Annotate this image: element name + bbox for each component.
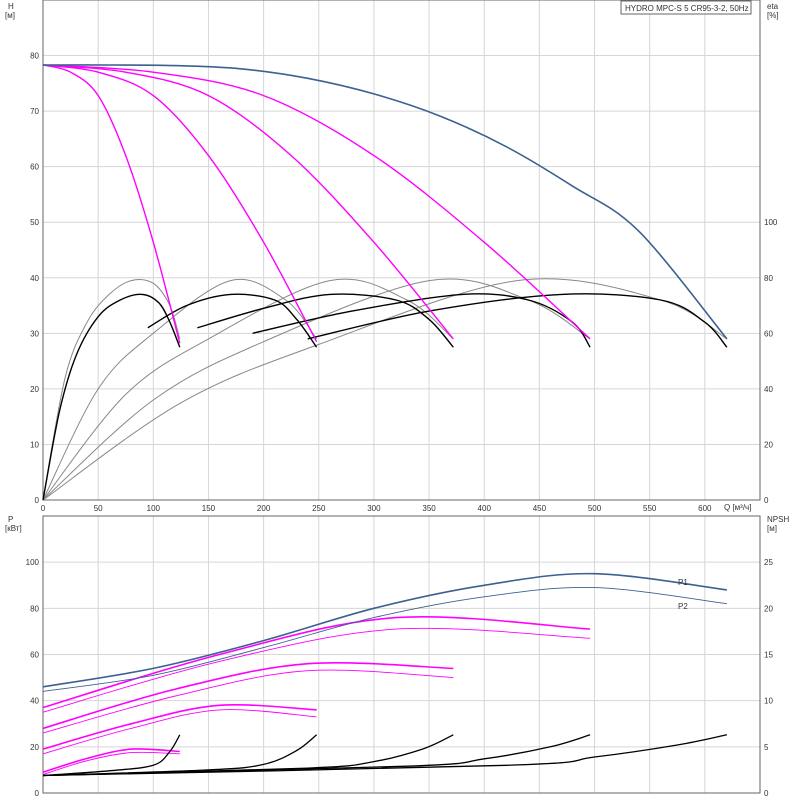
top-y-right-tick-label: 0 bbox=[764, 496, 769, 505]
bottom-plot-grid: 0 20 40 60 80 100 0 5 10 15 20 25 bbox=[26, 515, 773, 798]
bottom-plot-curves bbox=[42, 572, 728, 777]
axis-labels: H [м] eta [%] Q [м³/ч] P [кВт] NPSH [м] … bbox=[5, 2, 789, 611]
p1-partial-curve bbox=[42, 704, 317, 750]
npsh-curve bbox=[42, 734, 728, 777]
legend-text: HYDRO MPC-S 5 CR95-3-2, 50Hz bbox=[625, 4, 749, 13]
eta-thin-curve bbox=[42, 279, 181, 501]
top-y-right-tick-label: 60 bbox=[764, 329, 773, 338]
npsh-curve bbox=[42, 734, 454, 777]
top-x-tick-label: 500 bbox=[588, 504, 602, 513]
top-y-left-tick-label: 80 bbox=[30, 52, 39, 61]
legend-box bbox=[620, 0, 752, 15]
top-y-left-tick-label: 70 bbox=[30, 107, 39, 116]
top-x-label: Q [м³/ч] bbox=[724, 503, 751, 512]
top-x-tick-label: 250 bbox=[312, 504, 326, 513]
series-label-p1: P1 bbox=[678, 578, 688, 587]
top-x-tick-label: 400 bbox=[478, 504, 492, 513]
p2-partial-curve bbox=[42, 627, 591, 713]
bottom-y-right-tick-label: 5 bbox=[764, 743, 769, 752]
top-y-left-label-2: [м] bbox=[5, 11, 15, 20]
top-x-tick-label: 150 bbox=[202, 504, 216, 513]
top-y-right-tick-label: 20 bbox=[764, 440, 773, 449]
bottom-y-left-tick-label: 20 bbox=[30, 743, 39, 752]
bottom-y-left-tick-label: 40 bbox=[30, 697, 39, 706]
bottom-y-left-tick-label: 100 bbox=[26, 558, 40, 567]
bottom-y-right-tick-label: 25 bbox=[764, 558, 773, 567]
top-y-left-tick-label: 10 bbox=[30, 440, 39, 449]
top-plot-curves bbox=[42, 64, 728, 501]
p1-partial-curve bbox=[42, 662, 454, 730]
series-label-p2: P2 bbox=[678, 602, 688, 611]
top-x-tick-label: 100 bbox=[147, 504, 161, 513]
bottom-y-left-tick-label: 80 bbox=[30, 604, 39, 613]
top-y-left-tick-label: 30 bbox=[30, 329, 39, 338]
eta-thin-curve bbox=[42, 278, 317, 501]
bottom-y-right-tick-label: 20 bbox=[764, 604, 773, 613]
eta-thin-curve bbox=[42, 278, 454, 501]
p2-partial-curve bbox=[42, 669, 454, 734]
p2-partial-curve bbox=[42, 709, 317, 755]
top-x-tick-label: 200 bbox=[257, 504, 271, 513]
bottom-y-left-tick-label: 60 bbox=[30, 651, 39, 660]
top-y-left-tick-label: 50 bbox=[30, 218, 39, 227]
top-y-left-tick-label: 0 bbox=[35, 496, 40, 505]
bottom-y-left-label-2: [кВт] bbox=[5, 524, 22, 533]
top-y-right-tick-label: 100 bbox=[764, 218, 778, 227]
top-x-tick-label: 350 bbox=[422, 504, 436, 513]
top-plot-grid: 0 50 100 150 200 250 300 350 400 450 500 550 6000102… bbox=[30, 0, 778, 513]
eta-curve bbox=[197, 293, 454, 348]
bottom-plot-frame bbox=[42, 515, 761, 794]
top-plot-frame bbox=[42, 0, 761, 501]
head-partial-curve bbox=[42, 64, 181, 344]
top-x-tick-label: 600 bbox=[698, 504, 712, 513]
top-y-right-label-1: eta bbox=[767, 2, 779, 11]
bottom-y-right-label-1: NPSH bbox=[767, 515, 789, 524]
bottom-y-right-tick-label: 10 bbox=[764, 697, 773, 706]
eta-curve bbox=[42, 293, 181, 501]
top-y-right-label-2: [%] bbox=[767, 11, 779, 20]
head-partial-curve bbox=[42, 64, 454, 340]
top-x-tick-label: 300 bbox=[367, 504, 381, 513]
eta-curve bbox=[147, 293, 318, 348]
eta-curve bbox=[307, 293, 728, 348]
top-y-left-tick-label: 60 bbox=[30, 163, 39, 172]
head-max-curve bbox=[42, 64, 728, 340]
npsh-curve bbox=[42, 734, 181, 777]
top-y-right-tick-label: 40 bbox=[764, 385, 773, 394]
top-x-tick-label: 0 bbox=[41, 504, 46, 513]
bottom-y-right-label-2: [м] bbox=[767, 524, 777, 533]
bottom-y-left-tick-label: 0 bbox=[35, 789, 40, 798]
p1-max-curve bbox=[42, 572, 727, 688]
top-y-left-tick-label: 40 bbox=[30, 274, 39, 283]
head-partial-curve bbox=[42, 64, 591, 340]
p1-partial-curve bbox=[42, 615, 591, 709]
top-x-tick-label: 50 bbox=[94, 504, 103, 513]
p2-max-curve bbox=[42, 586, 727, 692]
top-y-right-tick-label: 80 bbox=[764, 274, 773, 283]
top-x-tick-label: 550 bbox=[643, 504, 657, 513]
bottom-y-left-label-1: P bbox=[8, 515, 13, 524]
head-partial-curve bbox=[42, 64, 318, 343]
bottom-y-right-tick-label: 15 bbox=[764, 651, 773, 660]
eta-thin-curve bbox=[42, 278, 591, 501]
top-x-tick-label: 450 bbox=[533, 504, 547, 513]
bottom-y-right-tick-label: 0 bbox=[764, 789, 769, 798]
legend: HYDRO MPC-S 5 CR95-3-2, 50Hz bbox=[620, 0, 752, 15]
p2-partial-curve bbox=[42, 751, 180, 775]
p1-partial-curve bbox=[42, 748, 180, 773]
top-y-left-label-1: H bbox=[8, 2, 14, 11]
top-y-left-tick-label: 20 bbox=[30, 385, 39, 394]
